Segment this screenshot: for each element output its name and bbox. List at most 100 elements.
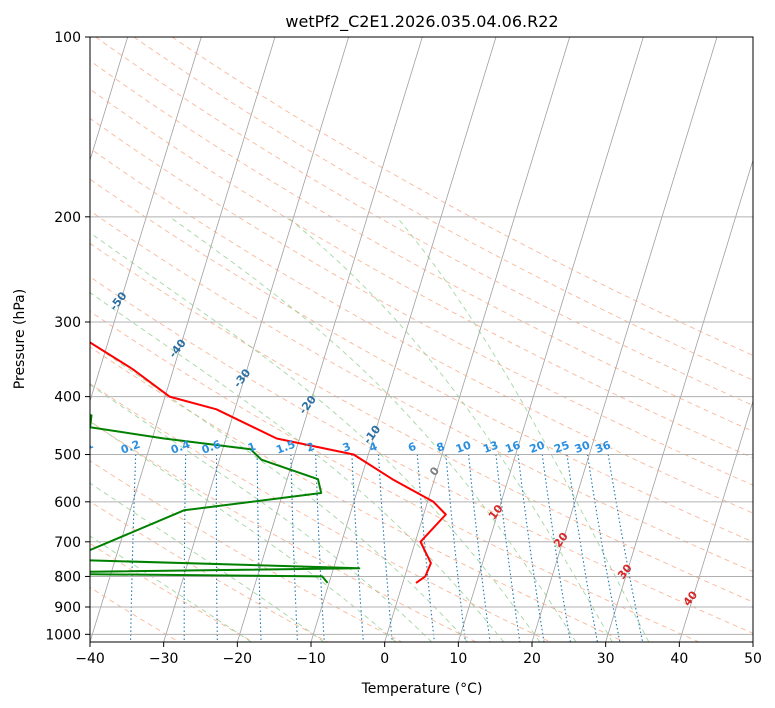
moist-adiabat-line — [169, 216, 577, 642]
mixing-ratio-line — [351, 454, 364, 642]
isotherm-label: 40 — [681, 588, 701, 608]
mixing-ratio-line — [377, 454, 393, 642]
mixing-ratio-line — [315, 454, 325, 642]
y-tick-label: 700 — [54, 535, 81, 551]
moist-adiabat-line — [90, 292, 505, 642]
moist-adiabat-line — [90, 232, 541, 642]
isotherm-label: 30 — [615, 561, 635, 581]
y-tick-label: 300 — [54, 315, 81, 331]
dry-adiabat-line — [90, 460, 402, 642]
mixing-ratio-line — [130, 454, 137, 642]
chart-title: wetPf2_C2E1.2026.035.04.06.R22 — [285, 12, 558, 32]
isotherm-label: -50 — [107, 289, 130, 313]
mixing-ratio-label: 13 — [481, 438, 500, 455]
moist-adiabat-line — [90, 482, 325, 642]
dry-adiabat-line — [90, 276, 753, 634]
isotherm-line — [163, 37, 350, 642]
isotherm-label: -60 — [48, 241, 71, 265]
mixing-ratio-line — [517, 454, 545, 642]
dry-adiabat-line — [90, 346, 625, 642]
mixing-ratio-label: 20 — [528, 438, 547, 456]
x-tick-label: 50 — [744, 651, 762, 667]
x-tick-label: 40 — [670, 651, 688, 667]
mixing-ratio-label: 4 — [367, 440, 379, 455]
mixing-ratio-label: 1 — [246, 440, 258, 455]
x-tick-label: −10 — [296, 651, 326, 667]
mixing-ratio-line — [290, 454, 299, 642]
dry-adiabat-line — [90, 242, 753, 603]
isotherm-label: -30 — [231, 366, 254, 390]
y-tick-label: 900 — [54, 600, 81, 616]
isotherm-line — [384, 37, 571, 642]
plot-frame — [89, 36, 754, 643]
mixing-ratio-label: 0.4 — [169, 438, 192, 457]
mixing-ratio-label: 8 — [435, 440, 447, 455]
dry-adiabat-line — [90, 383, 551, 642]
y-tick-label: 500 — [54, 448, 81, 464]
mixing-ratio-label: 3 — [341, 440, 353, 455]
dry-adiabat-line — [90, 310, 700, 642]
isotherm-label: -10 — [361, 423, 384, 447]
isotherm-line — [678, 399, 753, 642]
pressure-grid — [90, 37, 753, 635]
isotherm-label: 20 — [551, 530, 571, 550]
dry-adiabat-line — [95, 37, 753, 406]
y-tick-label: 800 — [54, 569, 81, 585]
y-tick-label: 400 — [54, 390, 81, 406]
y-tick-label: 600 — [54, 495, 81, 511]
dry-adiabat-line — [90, 147, 753, 514]
mixing-ratio-label: 10 — [454, 438, 473, 456]
isotherm-line — [90, 37, 129, 162]
moist-adiabat-line — [90, 420, 397, 642]
y-axis-label: Pressure (hPa) — [12, 289, 28, 389]
isotherm-line — [90, 37, 202, 403]
dry-adiabat-line — [90, 421, 477, 642]
x-axis-label: Temperature (°C) — [361, 681, 483, 697]
moist-adiabat-line — [90, 384, 433, 642]
dewpoint-profile-line — [90, 414, 361, 584]
x-tick-label: −30 — [149, 651, 179, 667]
mixing-ratio-line — [81, 455, 89, 643]
isotherm-line — [752, 640, 753, 642]
mixing-ratio-line — [416, 454, 435, 642]
dry-adiabat-line — [90, 178, 753, 543]
mixing-ratio-line — [445, 454, 466, 642]
isotherm-line — [531, 37, 718, 642]
y-tick-label: 200 — [54, 210, 81, 226]
mixing-ratio-label: 0.1 — [72, 438, 95, 457]
dry-adiabat-line — [90, 210, 753, 572]
mixing-ratio-label: 25 — [552, 439, 571, 456]
dry-adiabat-line — [90, 117, 753, 486]
isotherm-line — [457, 37, 644, 642]
axes: −40 −30 −20 −10 0 10 20 30 40 5010020030040050060… — [45, 30, 762, 667]
dry-adiabat-line — [90, 543, 254, 642]
x-tick-label: 10 — [449, 651, 467, 667]
mixing-ratio-line — [215, 454, 218, 642]
moist-adiabat-line — [396, 216, 650, 642]
isotherm-line — [605, 158, 753, 642]
temperature-profile-line — [90, 341, 447, 584]
mixing-ratio-line — [541, 454, 571, 642]
mixing-ratio-line — [566, 454, 598, 642]
x-tick-label: 20 — [523, 651, 541, 667]
mixing-ratio-line — [607, 454, 644, 642]
isotherm-label: -70 — [0, 193, 12, 217]
moist-adiabat-line — [286, 216, 613, 642]
isotherm-line — [310, 37, 497, 642]
x-tick-label: 0 — [380, 651, 389, 667]
x-tick-label: −20 — [223, 651, 253, 667]
y-tick-label: 100 — [54, 30, 81, 46]
dry-adiabat-line — [171, 37, 753, 356]
mixing-ratio-line — [468, 454, 491, 642]
mixing-ratio-label: 30 — [573, 438, 592, 456]
mixing-ratio-label: 6 — [406, 440, 418, 455]
profiles — [90, 341, 447, 584]
x-tick-label: −40 — [75, 651, 105, 667]
mixing-ratio-line — [183, 454, 187, 642]
y-tick-label: 1000 — [45, 627, 81, 643]
mixing-ratio-label: 1.5 — [274, 438, 297, 457]
dry-adiabat-line — [90, 60, 753, 432]
dry-adiabat-line — [90, 500, 328, 642]
mixing-ratio-label: 0.2 — [119, 438, 142, 457]
